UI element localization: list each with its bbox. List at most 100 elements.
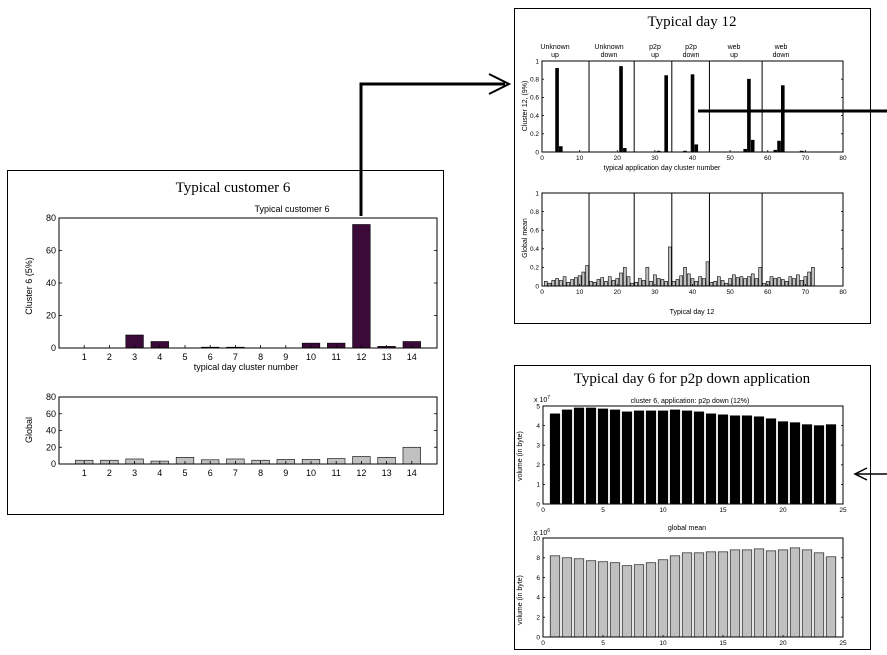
day12_bottom-bar [555, 278, 559, 287]
day12_top-xtick-label: 70 [802, 155, 810, 162]
customer_top-xtick-label: 9 [283, 352, 288, 362]
day12_bottom-bar [705, 261, 710, 287]
customer_top-ytick-label: 0 [51, 343, 56, 353]
group-label-unknown-down-line2: down [601, 52, 618, 59]
group-label-p2p-up-line2: up [651, 52, 659, 59]
day6_bottom-bar [681, 552, 693, 638]
day12_bottom-bar [747, 276, 751, 287]
customer_bottom-xtick-label: 4 [157, 468, 162, 478]
day12_bottom-bar [543, 281, 548, 287]
day12_top-bar [664, 75, 668, 153]
day12-bottom-ylabel: Global mean [522, 218, 529, 258]
day12_top-bar [619, 66, 623, 153]
customer_top-ytick-label: 40 [46, 278, 56, 288]
customer_top-xtick-label: 5 [182, 352, 187, 362]
day12_top-bar [555, 67, 559, 153]
day12_bottom-bar [701, 278, 706, 287]
group-label-web-down-line2: down [773, 52, 790, 59]
arrowhead-day12 [488, 73, 512, 95]
day12_bottom-bar [664, 281, 668, 287]
day6_bottom-ytick-label: 6 [536, 575, 540, 582]
day6_bottom-bar [777, 549, 789, 638]
day12_bottom-bar [638, 278, 642, 287]
day12_bottom-xtick-label: 30 [651, 289, 659, 296]
day12_bottom-bar [596, 279, 601, 287]
day12_bottom-bar [551, 280, 556, 287]
day6_top-bar [717, 414, 729, 505]
day12_top-xtick-label: 30 [651, 155, 659, 162]
customer_top-xtick-label: 3 [132, 352, 137, 362]
customer_bottom-xtick-label: 5 [182, 468, 187, 478]
day12_bottom-ytick-label: 0.4 [530, 246, 539, 253]
day6-bottom-ylabel: volume (in byte) [517, 575, 524, 625]
customer_bottom-ytick-label: 40 [46, 426, 56, 436]
customer_bottom-xtick-label: 12 [356, 468, 366, 478]
day6_bottom-bar [765, 550, 777, 638]
customer-panel-title: Typical customer 6 [176, 180, 291, 196]
day12_bottom-bar [754, 278, 759, 287]
day12_bottom-bar [739, 276, 744, 287]
day12_bottom-bar [683, 267, 687, 287]
customer_bottom-ytick-label: 80 [46, 392, 56, 402]
day12_bottom-bar [604, 281, 608, 287]
day12_bottom-bar [619, 272, 623, 287]
day12_top-ytick-label: 0.6 [530, 95, 539, 102]
customer_bottom-xtick-label: 13 [382, 468, 392, 478]
customer_top-axes-frame [58, 217, 438, 349]
day12_top-ytick-label: 0.4 [530, 113, 539, 120]
day12_bottom-xtick-label: 50 [727, 289, 735, 296]
day6_top-xtick-label: 25 [839, 507, 847, 514]
day12_top-ytick-label: 0.8 [530, 76, 539, 83]
day12_bottom-bar [694, 281, 699, 287]
day6_bottom-bar [825, 556, 837, 638]
day12_bottom-bar [574, 277, 578, 287]
day6_bottom-ytick-label: 10 [533, 535, 541, 542]
day6_top-bar [645, 410, 657, 505]
day6-bottom-exponent: x 106 [534, 528, 550, 537]
day12_top-bar [690, 74, 695, 153]
group-label-unknown-down-line1: Unknown [594, 44, 623, 51]
customer_top-ytick-label: 80 [46, 213, 56, 223]
customer_top-bar [352, 224, 371, 349]
customer-top-xlabel: typical day cluster number [194, 362, 299, 372]
day12_bottom-bar [607, 276, 612, 287]
customer_bottom-xtick-label: 6 [208, 468, 213, 478]
day12_top-xtick-label: 40 [689, 155, 697, 162]
day6_top-bar [669, 409, 681, 505]
day6-top-exponent: x 107 [534, 395, 550, 404]
day6-panel-title: Typical day 6 for p2p down application [574, 371, 811, 387]
day12_bottom-bar [671, 281, 676, 287]
day12_bottom-bar [788, 276, 793, 287]
customer_top-xtick-label: 2 [107, 352, 112, 362]
connector-customer-to-day12 [359, 82, 505, 216]
day6-top-exponent-power: 7 [547, 395, 550, 401]
customer-top-subtitle: Typical customer 6 [254, 204, 329, 214]
customer-bottom-ylabel: Global [24, 417, 34, 443]
customer_bottom-xtick-label: 3 [132, 468, 137, 478]
day6_bottom-bar [705, 551, 717, 638]
customer_bottom-xtick-label: 14 [407, 468, 417, 478]
day12_bottom-bar [592, 281, 597, 287]
day6_top-bar [813, 425, 825, 505]
customer_bottom-axes-frame [58, 396, 438, 465]
day6_top-ytick-label: 5 [536, 403, 540, 410]
day6_bottom-bar [597, 561, 609, 638]
day6_top-xtick-label: 5 [601, 507, 605, 514]
day12_bottom-xtick-label: 60 [764, 289, 772, 296]
day12_bottom-bar [743, 278, 747, 287]
day12_bottom-bar [641, 280, 646, 287]
day6_top-xtick-label: 15 [719, 507, 727, 514]
day12_bottom-bar [792, 278, 796, 287]
day6_top-bar [585, 407, 597, 505]
day6_top-bar [633, 410, 645, 505]
day6-top-ylabel: volume (in byte) [517, 431, 524, 481]
day6-bottom-subtitle: global mean [668, 525, 706, 532]
day12_bottom-bar [600, 277, 605, 287]
day12_bottom-xtick-label: 20 [614, 289, 622, 296]
group-label-p2p-down-line1: p2p [685, 44, 697, 51]
day6_top-bar [693, 411, 705, 505]
day12_bottom-ytick-label: 1 [535, 190, 539, 197]
day6_bottom-ytick-label: 0 [536, 634, 540, 641]
day12_bottom-bar [698, 276, 702, 287]
customer_bottom-xtick-label: 9 [283, 468, 288, 478]
